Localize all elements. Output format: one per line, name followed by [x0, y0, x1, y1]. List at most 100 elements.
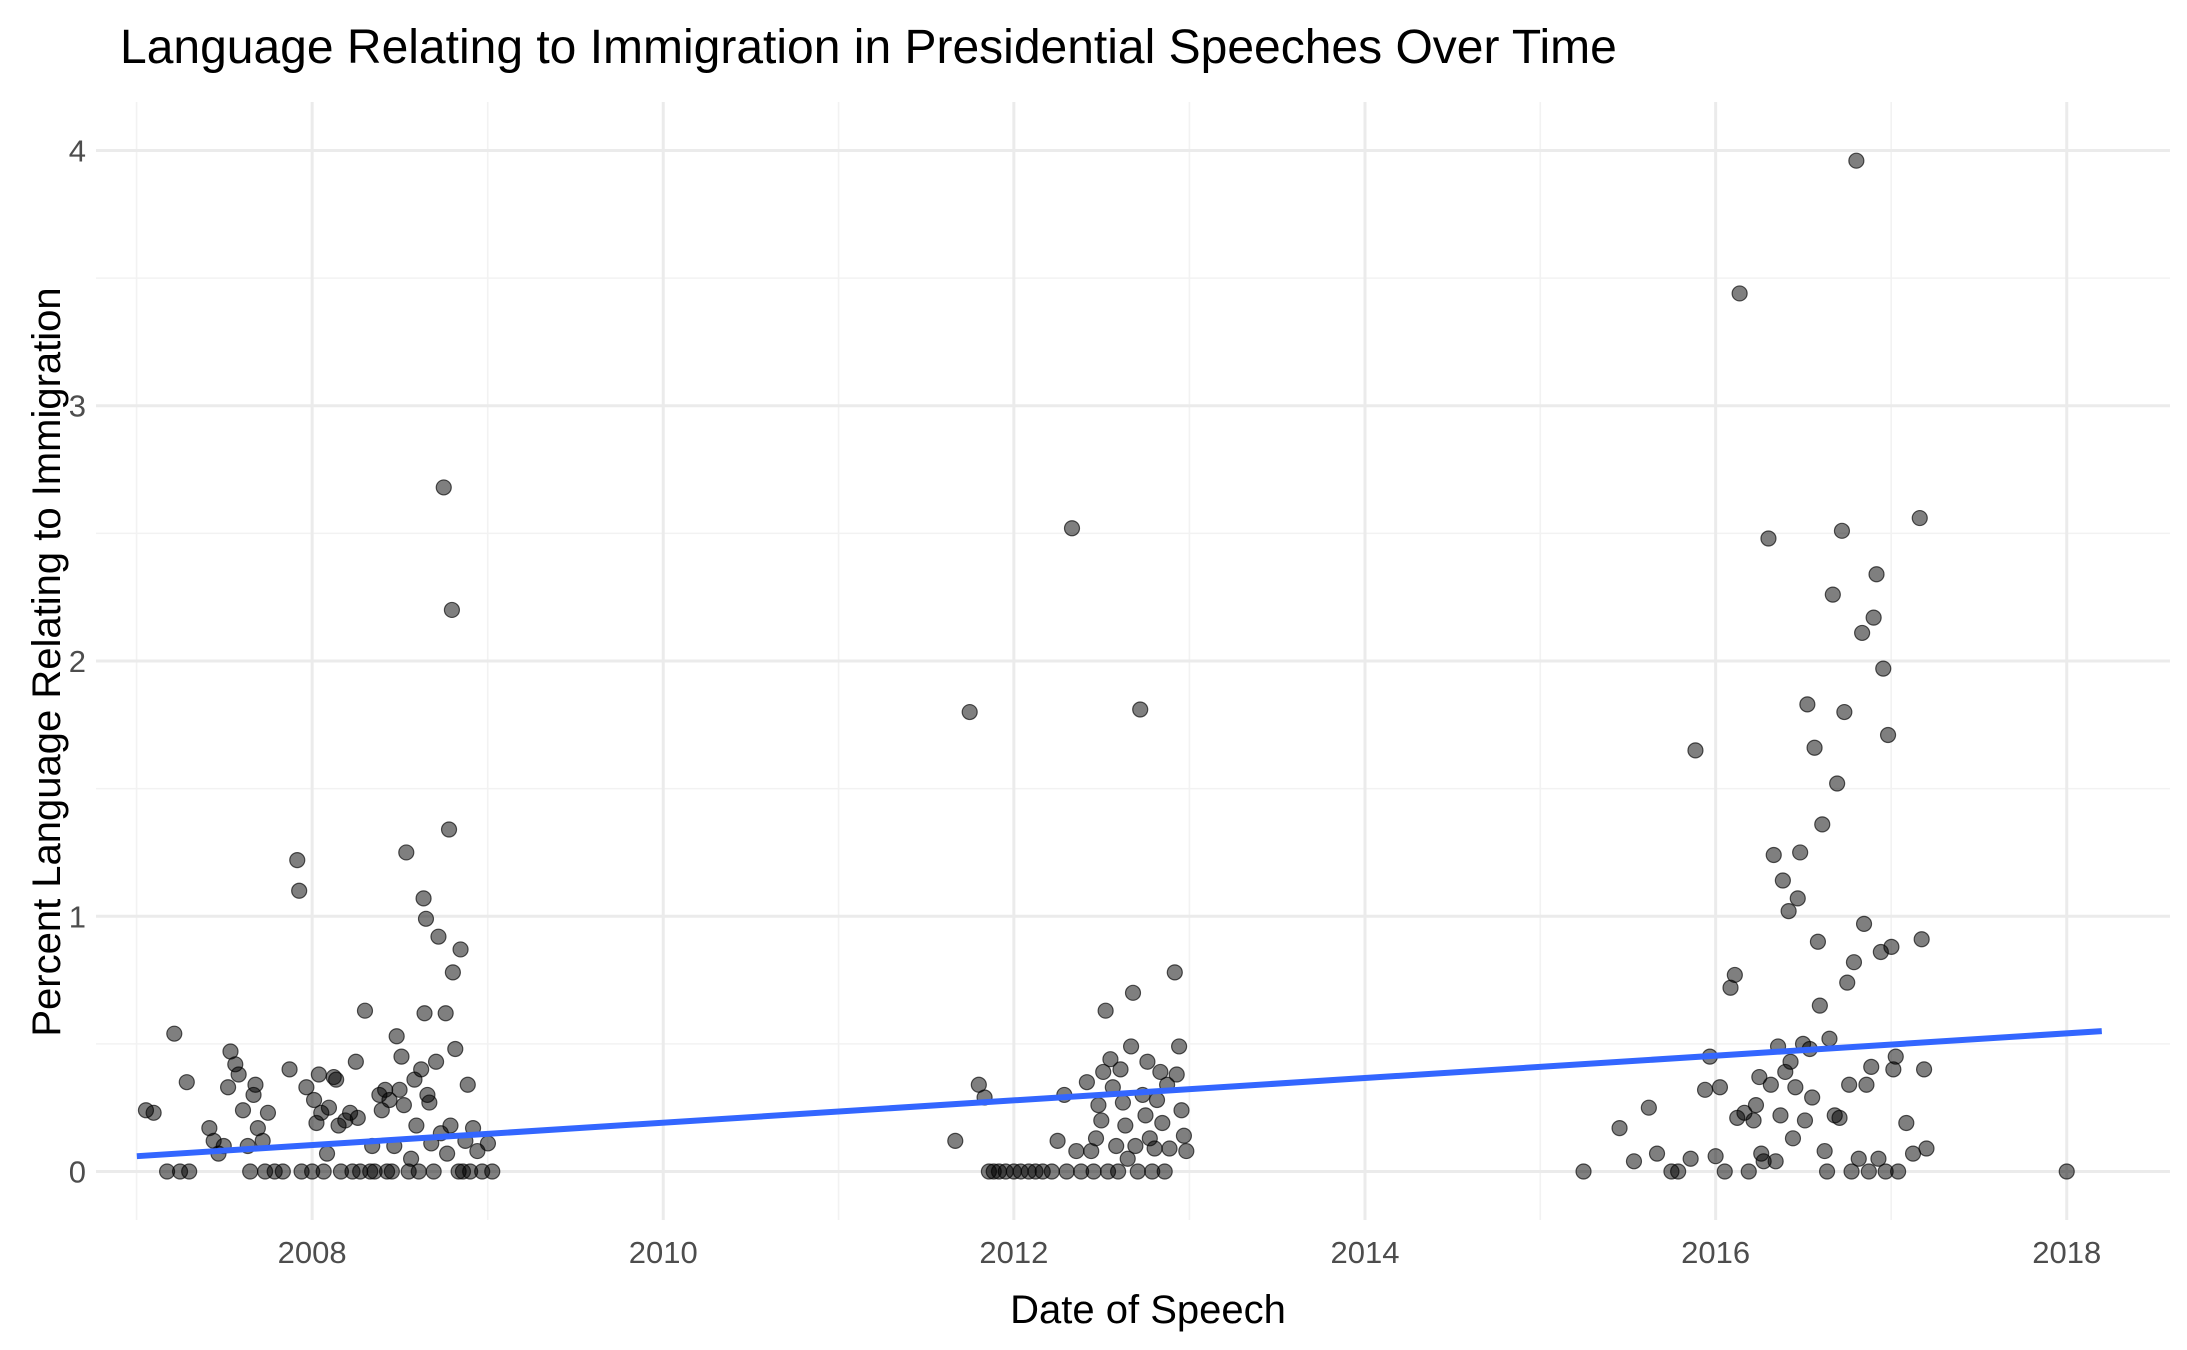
data-point	[1139, 1053, 1156, 1070]
data-point	[1137, 1107, 1154, 1124]
data-point	[1883, 938, 1900, 955]
data-point	[961, 703, 978, 721]
data-point	[1831, 1109, 1848, 1126]
x-tick-label: 2008	[278, 1235, 347, 1270]
data-point	[1814, 816, 1831, 833]
data-point	[1102, 1051, 1119, 1068]
data-point	[145, 1104, 162, 1121]
data-point	[391, 1081, 408, 1098]
data-point	[484, 1163, 501, 1180]
data-point	[1093, 1112, 1110, 1129]
data-point	[274, 1163, 291, 1180]
data-point	[1890, 1163, 1907, 1180]
data-point	[318, 1145, 336, 1162]
data-point	[1904, 1145, 1922, 1162]
x-tick-label: 2014	[1331, 1235, 1400, 1270]
data-point	[415, 890, 432, 907]
chart-title: Language Relating to Immigration in Pres…	[120, 21, 1617, 74]
data-point	[437, 1005, 454, 1022]
data-point	[1780, 903, 1797, 920]
data-point	[1090, 1097, 1107, 1114]
data-point	[328, 1071, 345, 1088]
data-point	[1161, 1140, 1178, 1157]
data-point	[443, 601, 461, 619]
data-point	[459, 1076, 476, 1093]
x-tick-label: 2018	[2032, 1235, 2101, 1270]
data-point	[1740, 1163, 1757, 1180]
data-point	[347, 1053, 364, 1070]
data-points	[137, 152, 2075, 1180]
data-point	[1898, 1114, 1915, 1132]
data-point	[234, 1102, 252, 1119]
data-point	[1762, 1076, 1779, 1093]
data-point	[178, 1074, 195, 1091]
data-point	[1863, 1058, 1880, 1075]
data-point	[1575, 1163, 1592, 1180]
data-point	[1850, 1150, 1867, 1167]
data-point	[1640, 1099, 1657, 1116]
data-point	[1726, 966, 1743, 984]
data-point	[1114, 1094, 1132, 1111]
data-point	[1687, 742, 1704, 759]
data-point	[1097, 1002, 1114, 1019]
data-point	[1911, 509, 1928, 527]
data-point	[1171, 1038, 1188, 1055]
data-point	[1648, 1145, 1666, 1162]
data-point	[291, 882, 308, 899]
y-tick-label: 3	[69, 389, 86, 424]
data-point	[1112, 1061, 1129, 1078]
data-point	[1132, 701, 1149, 718]
data-point	[1682, 1150, 1699, 1167]
data-point	[1063, 520, 1081, 537]
data-point	[416, 1005, 433, 1022]
data-point	[230, 1066, 247, 1083]
data-point	[1078, 1074, 1095, 1091]
data-point	[1799, 696, 1816, 713]
data-point	[1108, 1137, 1125, 1155]
data-point	[1845, 954, 1863, 971]
data-point	[395, 1097, 412, 1114]
data-point	[1765, 846, 1782, 864]
data-point	[305, 1091, 323, 1109]
data-point	[435, 479, 452, 496]
data-point	[1058, 1163, 1075, 1180]
data-point	[219, 1079, 237, 1096]
data-point	[439, 1145, 456, 1162]
data-point	[1611, 1120, 1628, 1137]
data-point	[1860, 1163, 1877, 1180]
data-point	[388, 1028, 405, 1045]
data-point	[1806, 739, 1823, 756]
data-point	[349, 1109, 366, 1126]
data-point	[356, 1002, 374, 1019]
data-point	[1915, 1061, 1933, 1078]
data-point	[1784, 1130, 1802, 1147]
data-point	[1747, 1097, 1765, 1114]
data-point	[281, 1061, 298, 1078]
data-point	[430, 928, 447, 945]
data-point	[1836, 703, 1853, 721]
data-point	[1043, 1163, 1060, 1180]
x-tick-label: 2010	[629, 1235, 698, 1270]
y-axis-tick-labels: 0 1 2 3 4	[69, 133, 86, 1189]
data-point	[1711, 1079, 1729, 1096]
y-tick-label: 2	[69, 644, 86, 679]
data-point	[1918, 1140, 1935, 1157]
data-point	[393, 1048, 410, 1065]
data-point	[1716, 1163, 1733, 1180]
data-point	[1839, 974, 1856, 991]
data-point	[1843, 1163, 1860, 1180]
data-point	[1854, 624, 1871, 642]
data-point	[381, 1091, 398, 1109]
data-point	[1809, 933, 1827, 950]
data-point	[398, 844, 415, 861]
data-point	[315, 1163, 332, 1180]
data-point	[444, 964, 461, 981]
data-point	[1760, 530, 1777, 547]
data-point	[1178, 1142, 1195, 1160]
data-point	[1129, 1163, 1146, 1180]
y-tick-label: 1	[69, 899, 86, 934]
data-point	[1124, 984, 1142, 1001]
y-tick-label: 0	[69, 1155, 86, 1190]
data-point	[1868, 566, 1885, 583]
data-point	[1696, 1081, 1714, 1098]
